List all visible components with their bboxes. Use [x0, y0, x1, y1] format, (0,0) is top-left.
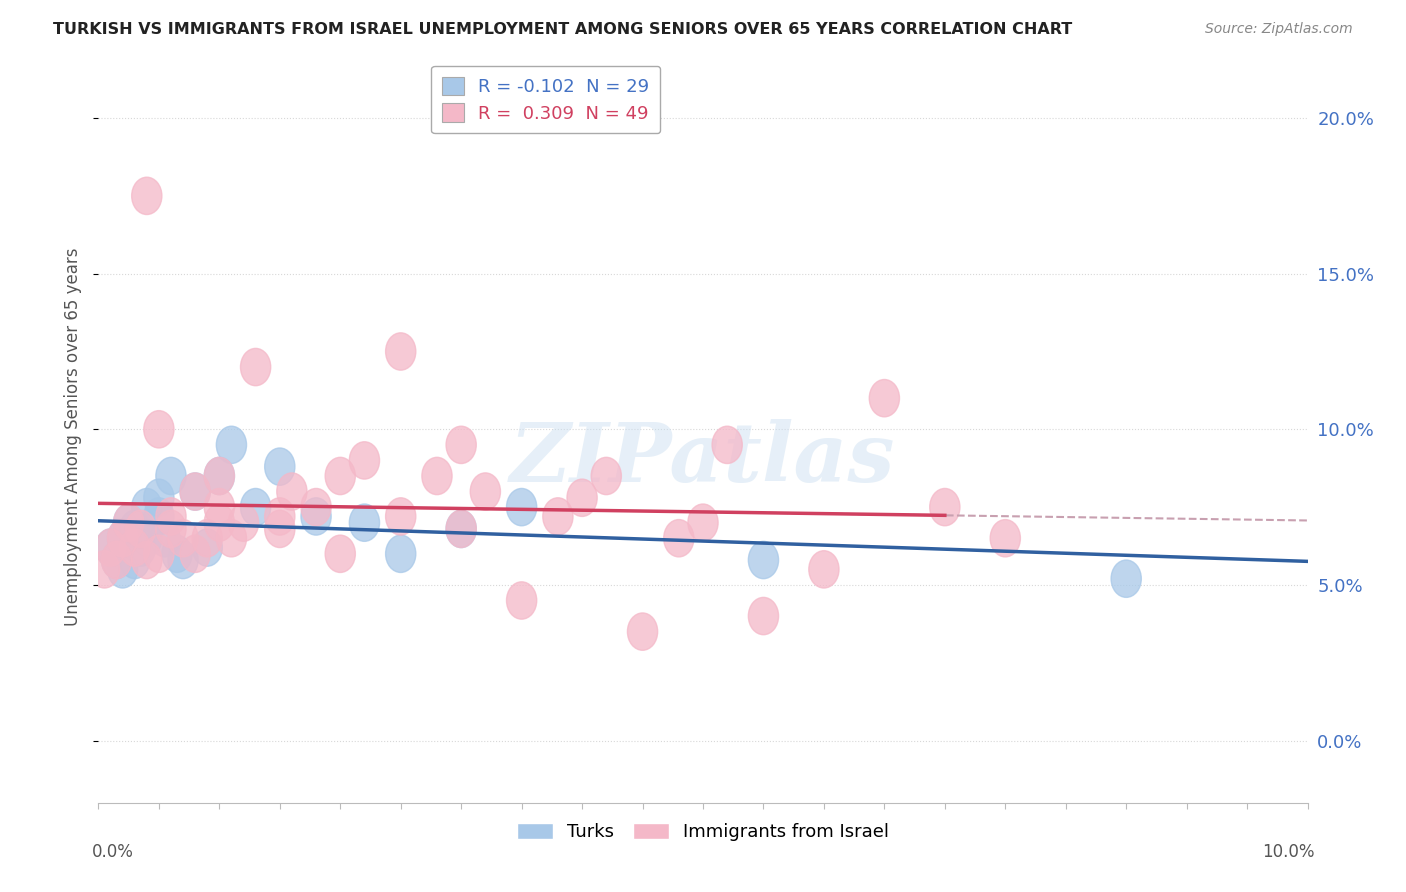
Ellipse shape [869, 379, 900, 417]
Ellipse shape [156, 458, 186, 495]
Ellipse shape [204, 489, 235, 525]
Ellipse shape [349, 442, 380, 479]
Ellipse shape [664, 519, 695, 557]
Ellipse shape [101, 541, 132, 579]
Ellipse shape [143, 410, 174, 448]
Text: 10.0%: 10.0% [1263, 843, 1315, 861]
Ellipse shape [240, 349, 271, 385]
Ellipse shape [240, 489, 271, 525]
Ellipse shape [150, 519, 180, 557]
Ellipse shape [96, 529, 125, 566]
Ellipse shape [143, 535, 174, 573]
Ellipse shape [217, 426, 246, 464]
Ellipse shape [1111, 560, 1142, 598]
Ellipse shape [349, 504, 380, 541]
Ellipse shape [132, 519, 162, 557]
Ellipse shape [711, 426, 742, 464]
Ellipse shape [506, 582, 537, 619]
Ellipse shape [180, 535, 211, 573]
Ellipse shape [114, 504, 143, 541]
Ellipse shape [167, 519, 198, 557]
Ellipse shape [446, 510, 477, 548]
Ellipse shape [543, 498, 574, 535]
Ellipse shape [204, 504, 235, 541]
Ellipse shape [107, 519, 138, 557]
Ellipse shape [156, 498, 186, 535]
Ellipse shape [156, 510, 186, 548]
Ellipse shape [385, 498, 416, 535]
Ellipse shape [748, 598, 779, 635]
Ellipse shape [228, 504, 259, 541]
Text: TURKISH VS IMMIGRANTS FROM ISRAEL UNEMPLOYMENT AMONG SENIORS OVER 65 YEARS CORRE: TURKISH VS IMMIGRANTS FROM ISRAEL UNEMPL… [53, 22, 1073, 37]
Ellipse shape [264, 510, 295, 548]
Ellipse shape [990, 519, 1021, 557]
Ellipse shape [114, 504, 143, 541]
Ellipse shape [385, 535, 416, 573]
Ellipse shape [446, 510, 477, 548]
Ellipse shape [264, 448, 295, 485]
Ellipse shape [301, 489, 332, 525]
Ellipse shape [591, 458, 621, 495]
Ellipse shape [132, 541, 162, 579]
Ellipse shape [107, 550, 138, 588]
Ellipse shape [301, 498, 332, 535]
Ellipse shape [120, 541, 150, 579]
Ellipse shape [325, 458, 356, 495]
Ellipse shape [808, 550, 839, 588]
Ellipse shape [101, 541, 132, 579]
Ellipse shape [470, 473, 501, 510]
Ellipse shape [929, 489, 960, 525]
Ellipse shape [120, 529, 150, 566]
Ellipse shape [325, 535, 356, 573]
Ellipse shape [167, 541, 198, 579]
Text: Source: ZipAtlas.com: Source: ZipAtlas.com [1205, 22, 1353, 37]
Ellipse shape [277, 473, 307, 510]
Ellipse shape [132, 489, 162, 525]
Ellipse shape [162, 535, 193, 573]
Ellipse shape [688, 504, 718, 541]
Ellipse shape [385, 333, 416, 370]
Y-axis label: Unemployment Among Seniors over 65 years: Unemployment Among Seniors over 65 years [65, 248, 83, 626]
Ellipse shape [193, 529, 222, 566]
Ellipse shape [90, 550, 120, 588]
Ellipse shape [143, 479, 174, 516]
Legend: Turks, Immigrants from Israel: Turks, Immigrants from Israel [510, 816, 896, 848]
Ellipse shape [506, 489, 537, 525]
Ellipse shape [120, 510, 150, 548]
Ellipse shape [748, 541, 779, 579]
Ellipse shape [264, 498, 295, 535]
Ellipse shape [125, 510, 156, 548]
Text: ZIPatlas: ZIPatlas [510, 419, 896, 499]
Ellipse shape [143, 498, 174, 535]
Ellipse shape [96, 529, 125, 566]
Ellipse shape [567, 479, 598, 516]
Ellipse shape [204, 458, 235, 495]
Ellipse shape [180, 473, 211, 510]
Ellipse shape [627, 613, 658, 650]
Ellipse shape [193, 519, 222, 557]
Ellipse shape [204, 458, 235, 495]
Ellipse shape [446, 426, 477, 464]
Ellipse shape [422, 458, 453, 495]
Ellipse shape [180, 473, 211, 510]
Ellipse shape [132, 178, 162, 215]
Text: 0.0%: 0.0% [91, 843, 134, 861]
Ellipse shape [107, 519, 138, 557]
Ellipse shape [125, 529, 156, 566]
Ellipse shape [217, 519, 246, 557]
